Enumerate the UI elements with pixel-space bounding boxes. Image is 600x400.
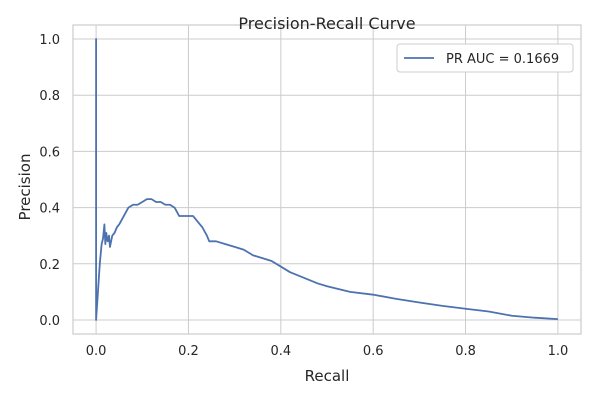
x-axis-label: Recall <box>305 367 350 385</box>
x-tick-label: 0.0 <box>86 344 107 359</box>
legend: PR AUC = 0.1669 <box>396 43 574 73</box>
chart-title: Precision-Recall Curve <box>238 14 415 33</box>
series-layer <box>95 38 558 321</box>
pr-curve-line <box>95 38 558 321</box>
y-tick-label: 0.8 <box>39 89 60 104</box>
plot-frame <box>72 24 582 335</box>
x-tick-label: 0.4 <box>270 344 291 359</box>
x-tick-label: 1.0 <box>548 344 569 359</box>
y-tick-label: 0.2 <box>39 258 60 273</box>
y-tick-label: 1.0 <box>39 33 60 48</box>
y-tick-label: 0.6 <box>39 145 60 160</box>
legend-entry-label: PR AUC = 0.1669 <box>446 52 559 67</box>
ticks-layer: 0.0 0.2 0.4 0.6 0.8 1.0 0.0 0.2 0.4 0.6 0.8 1.0 <box>39 33 568 359</box>
x-tick-label: 0.2 <box>178 344 199 359</box>
y-axis-label: Precision <box>16 154 34 221</box>
y-tick-label: 0.0 <box>39 314 60 329</box>
x-tick-label: 0.6 <box>363 344 384 359</box>
grid-layer <box>73 25 581 334</box>
x-tick-label: 0.8 <box>455 344 476 359</box>
y-tick-label: 0.4 <box>39 202 60 217</box>
legend-box <box>396 43 574 73</box>
